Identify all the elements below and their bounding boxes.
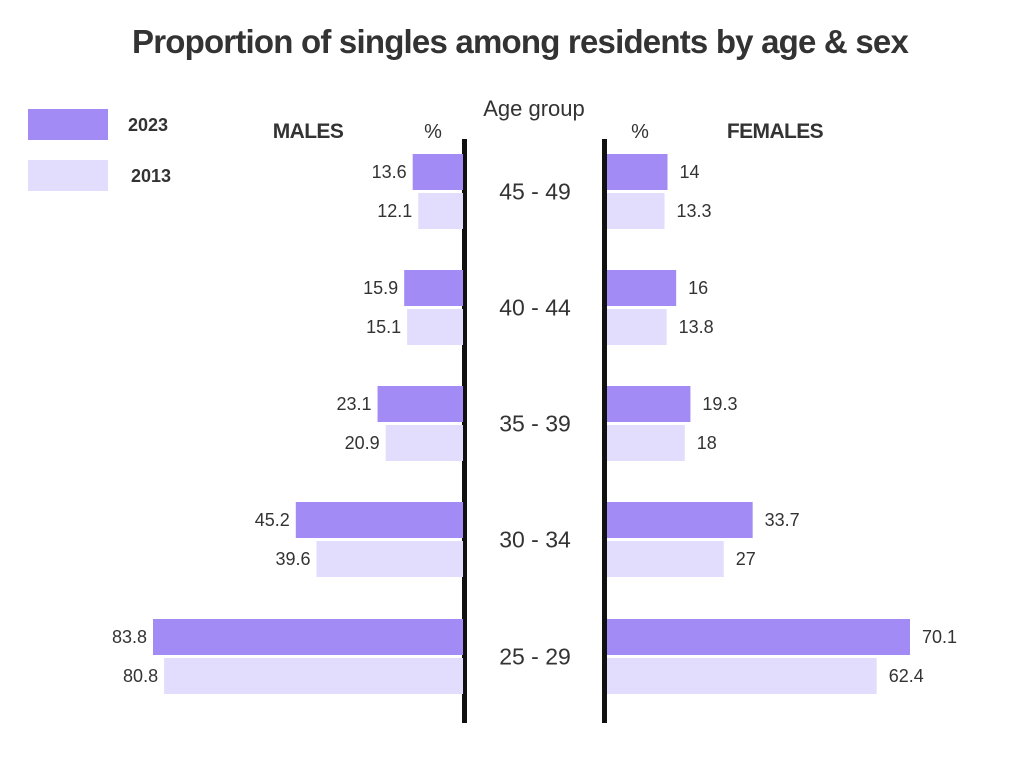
males-heading: MALES [273, 120, 344, 143]
females-unit-label: % [631, 121, 649, 143]
bar-females-30-34-2023 [607, 502, 753, 538]
value-label-males-25-29-2013: 80.8 [123, 666, 158, 686]
category-label-45-49: 45 - 49 [499, 179, 571, 205]
value-label-females-45-49-2013: 13.3 [676, 201, 711, 221]
legend-label-2013: 2013 [131, 166, 171, 186]
value-label-males-30-34-2023: 45.2 [255, 510, 290, 530]
value-label-males-45-49-2023: 13.6 [372, 162, 407, 182]
value-label-males-25-29-2023: 83.8 [112, 627, 147, 647]
value-label-females-35-39-2023: 19.3 [702, 394, 737, 414]
category-label-25-29: 25 - 29 [499, 644, 571, 670]
value-label-males-35-39-2013: 20.9 [345, 433, 380, 453]
bar-females-40-44-2023 [607, 270, 677, 306]
value-label-females-30-34-2023: 33.7 [765, 510, 800, 530]
bar-males-45-49-2023 [412, 154, 463, 190]
value-label-females-45-49-2023: 14 [680, 162, 700, 182]
value-label-males-35-39-2023: 23.1 [336, 394, 371, 414]
category-labels-layer: 45 - 49 40 - 44 35 - 39 30 - 34 25 - 29 [499, 179, 571, 670]
bar-females-30-34-2013 [607, 541, 724, 577]
bar-males-45-49-2013 [418, 193, 463, 229]
bars-layer [153, 154, 910, 694]
bar-females-25-29-2023 [607, 619, 910, 655]
value-label-females-35-39-2013: 18 [697, 433, 717, 453]
category-label-35-39: 35 - 39 [499, 411, 571, 437]
bar-females-25-29-2013 [607, 658, 877, 694]
category-label-40-44: 40 - 44 [499, 295, 571, 321]
value-label-females-30-34-2013: 27 [736, 549, 756, 569]
chart-title: Proportion of singles among residents by… [132, 23, 909, 60]
males-unit-label: % [424, 121, 442, 143]
value-label-males-40-44-2013: 15.1 [366, 317, 401, 337]
bar-males-40-44-2023 [404, 270, 463, 306]
category-label-30-34: 30 - 34 [499, 527, 571, 553]
value-labels-layer: 13.6 14 12.1 13.3 15.9 16 15.1 13.8 23.1 19.3 20.9… [112, 162, 957, 686]
bar-males-35-39-2013 [385, 425, 463, 461]
bar-females-45-49-2023 [607, 154, 668, 190]
value-label-males-30-34-2013: 39.6 [275, 549, 310, 569]
legend-label-2023: 2023 [128, 115, 168, 135]
value-label-females-25-29-2023: 70.1 [922, 627, 957, 647]
bar-females-35-39-2023 [607, 386, 691, 422]
legend-swatch-2013 [28, 160, 108, 191]
bar-males-25-29-2013 [164, 658, 464, 694]
bar-males-30-34-2013 [316, 541, 463, 577]
value-label-females-25-29-2013: 62.4 [889, 666, 924, 686]
bar-females-35-39-2013 [607, 425, 685, 461]
value-label-males-45-49-2013: 12.1 [377, 201, 412, 221]
bar-males-30-34-2023 [295, 502, 463, 538]
value-label-females-40-44-2023: 16 [688, 278, 708, 298]
legend: 2023 2013 [28, 109, 171, 191]
category-axis-title: Age group [483, 96, 585, 121]
bar-males-25-29-2023 [153, 619, 463, 655]
bar-females-45-49-2013 [607, 193, 665, 229]
bar-males-35-39-2023 [377, 386, 463, 422]
bar-males-40-44-2013 [407, 309, 463, 345]
value-label-females-40-44-2013: 13.8 [679, 317, 714, 337]
bar-females-40-44-2013 [607, 309, 667, 345]
value-label-males-40-44-2023: 15.9 [363, 278, 398, 298]
legend-swatch-2023 [28, 109, 108, 140]
females-heading: FEMALES [727, 120, 824, 143]
